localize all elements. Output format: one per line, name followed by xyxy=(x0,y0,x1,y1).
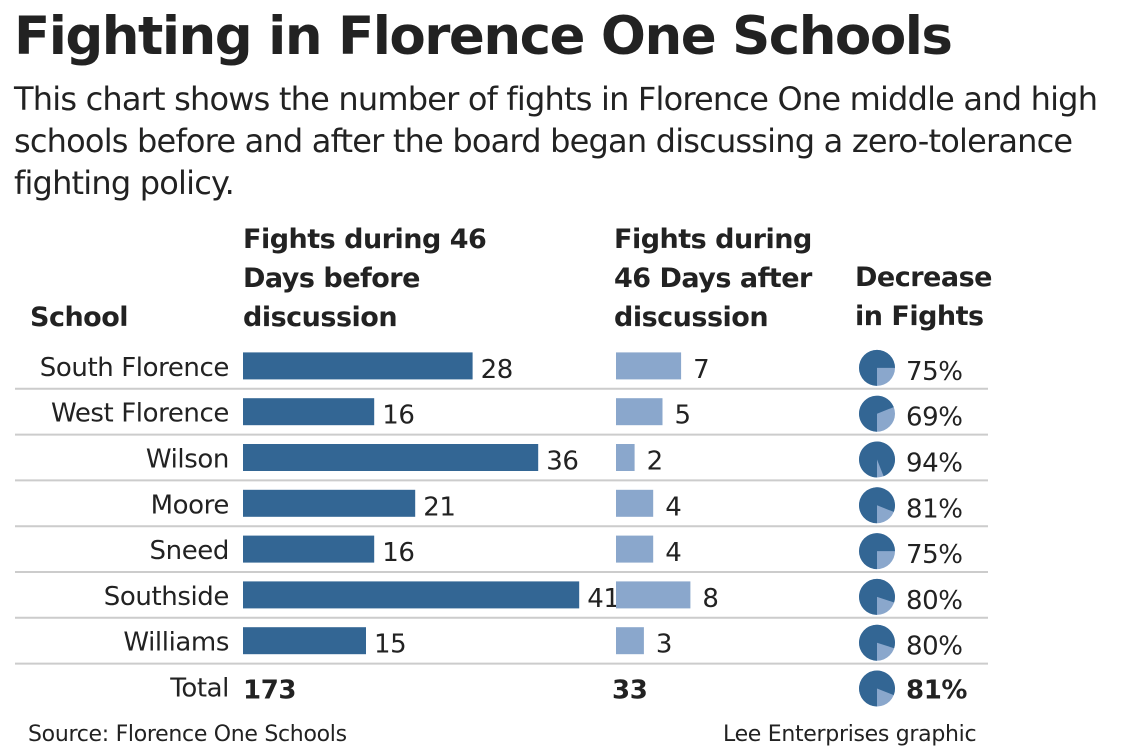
decrease-label: 69% xyxy=(906,403,963,433)
decrease-pie xyxy=(859,395,895,432)
school-label: Wilson xyxy=(146,445,229,475)
value-label-before: 41 xyxy=(587,584,619,614)
bar-before xyxy=(243,489,416,517)
value-label-after: 4 xyxy=(665,538,681,568)
decrease-label: 80% xyxy=(906,632,963,662)
total-decrease-pie xyxy=(859,670,896,707)
school-label: Moore xyxy=(151,490,229,520)
decrease-pie xyxy=(859,487,896,524)
bar-before xyxy=(243,398,375,426)
school-label: Sneed xyxy=(150,536,229,566)
bar-before xyxy=(243,352,473,380)
bar-after xyxy=(616,489,654,517)
value-label-after: 3 xyxy=(656,630,672,660)
chart-subtitle: This chart shows the number of fights in… xyxy=(14,80,1098,202)
bar-before xyxy=(243,444,539,471)
bar-after xyxy=(616,535,654,563)
value-label-before: 16 xyxy=(382,538,414,568)
decrease-pie xyxy=(859,624,896,661)
bar-after xyxy=(616,352,682,380)
value-label-after: 4 xyxy=(665,492,681,522)
decrease-pie xyxy=(859,441,896,478)
bar-after xyxy=(616,398,663,426)
bar-before xyxy=(243,581,580,609)
total-before: 173 xyxy=(243,676,296,706)
column-header-before: Fights during 46 Days before discussion xyxy=(243,224,487,333)
decrease-label: 81% xyxy=(906,494,963,524)
value-label-before: 15 xyxy=(374,630,406,660)
value-label-after: 8 xyxy=(702,584,718,614)
decrease-label: 75% xyxy=(906,540,963,570)
credit-note: Lee Enterprises graphic xyxy=(723,722,977,747)
school-label: West Florence xyxy=(51,399,229,429)
value-label-before: 21 xyxy=(423,492,455,522)
decrease-pie xyxy=(859,349,895,386)
chart-title: Fighting in Florence One Schools xyxy=(14,6,953,67)
bar-after xyxy=(616,444,635,471)
school-label: Williams xyxy=(123,628,229,658)
decrease-label: 94% xyxy=(906,449,963,479)
bar-after xyxy=(616,627,644,655)
decrease-pie xyxy=(859,533,895,570)
decrease-label: 80% xyxy=(906,586,963,616)
school-label: Southside xyxy=(104,582,229,612)
value-label-after: 5 xyxy=(675,401,691,431)
value-label-after: 2 xyxy=(647,447,663,477)
value-label-after: 7 xyxy=(693,355,709,385)
total-decrease-label: 81% xyxy=(906,676,967,706)
total-label: Total xyxy=(169,674,229,704)
decrease-label: 75% xyxy=(906,357,963,387)
column-header-after: Fights during 46 Days after discussion xyxy=(614,224,812,333)
value-label-before: 36 xyxy=(546,447,578,477)
bar-before xyxy=(243,535,375,563)
school-label: South Florence xyxy=(40,353,229,383)
value-label-before: 16 xyxy=(382,401,414,431)
bar-before xyxy=(243,627,366,655)
decrease-pie xyxy=(859,578,896,615)
value-label-before: 28 xyxy=(481,355,513,385)
bar-after xyxy=(616,581,691,609)
column-header-school: School xyxy=(30,302,129,333)
column-header-decrease: Decrease in Fights xyxy=(855,262,992,332)
source-note: Source: Florence One Schools xyxy=(28,722,347,747)
total-after: 33 xyxy=(612,676,647,706)
